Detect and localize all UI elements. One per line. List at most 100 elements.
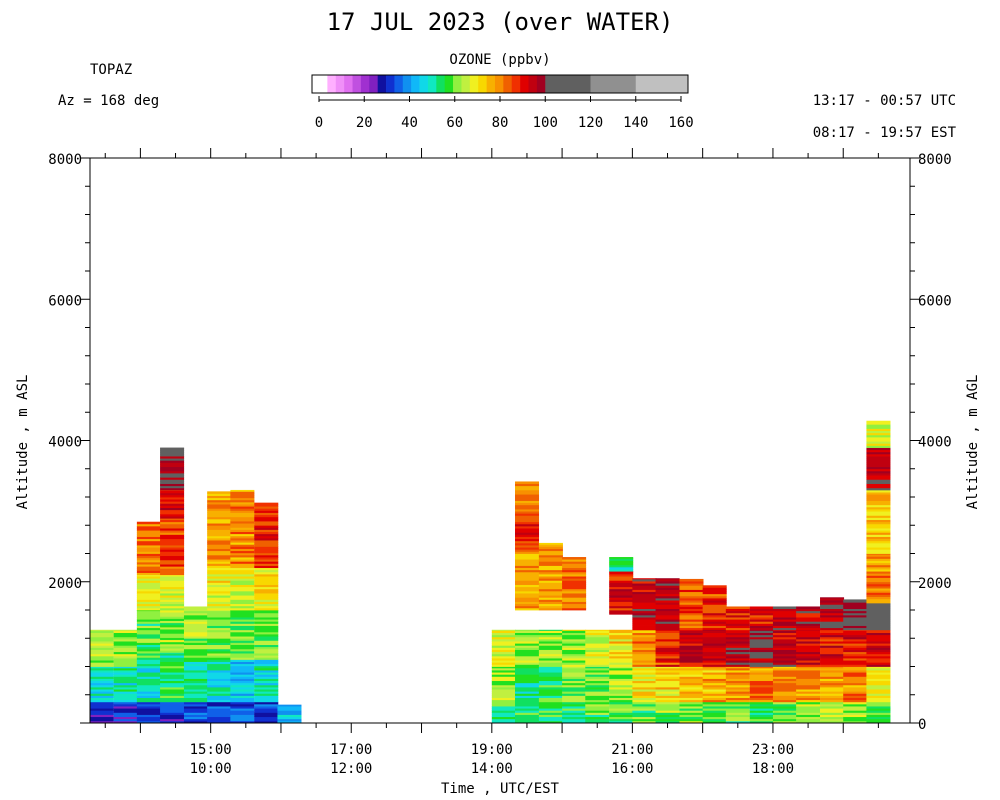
heatmap-cell <box>655 682 680 686</box>
heatmap-cell <box>89 678 114 682</box>
heatmap-cell <box>655 714 680 718</box>
heatmap-cell <box>254 529 279 533</box>
heatmap-cell <box>866 500 891 504</box>
heatmap-cell <box>866 426 891 429</box>
heatmap-cell <box>796 676 821 679</box>
heatmap-cell <box>866 540 891 544</box>
heatmap-cell <box>160 648 185 651</box>
heatmap-cell <box>277 712 302 715</box>
heatmap-cell <box>679 664 704 667</box>
heatmap-cell <box>113 693 138 696</box>
heatmap-cell <box>254 697 279 701</box>
heatmap-cell <box>207 714 232 718</box>
heatmap-cell <box>538 699 563 703</box>
heatmap-cell <box>820 716 845 720</box>
heatmap-cell <box>207 617 232 620</box>
heatmap-cell <box>183 708 208 711</box>
heatmap-cell <box>749 612 774 616</box>
heatmap-cell <box>702 706 727 709</box>
heatmap-cell <box>183 720 208 724</box>
heatmap-cell <box>254 510 279 513</box>
heatmap-cell <box>515 523 540 527</box>
heatmap-cell <box>136 590 161 594</box>
heatmap-cell <box>632 701 657 705</box>
heatmap-cell <box>796 686 821 690</box>
heatmap-cell <box>796 660 821 663</box>
heatmap-cell <box>632 653 657 657</box>
heatmap-cell <box>207 640 232 643</box>
heatmap-cell <box>254 502 279 505</box>
heatmap-cell <box>820 629 845 631</box>
heatmap-cell <box>136 580 161 583</box>
heatmap-cell <box>230 642 255 646</box>
heatmap-cell <box>796 716 821 720</box>
heatmap-cell <box>515 557 540 560</box>
time-range-utc: 13:17 - 00:57 UTC <box>812 93 956 109</box>
heatmap-cell <box>655 691 680 694</box>
heatmap-cell <box>515 701 540 705</box>
heatmap-cell <box>725 674 750 677</box>
heatmap-cell <box>515 629 540 631</box>
heatmap-cell <box>679 619 704 622</box>
heatmap-cell <box>160 568 185 571</box>
heatmap-cell <box>632 686 657 690</box>
heatmap-cell <box>207 580 232 583</box>
heatmap-cell <box>113 695 138 698</box>
heatmap-cell <box>820 602 845 605</box>
heatmap-cell <box>160 458 185 461</box>
heatmap-cell <box>843 691 868 694</box>
heatmap-cell <box>632 634 657 638</box>
heatmap-cell <box>230 535 255 539</box>
heatmap-cell <box>207 667 232 671</box>
heatmap-cell <box>207 605 232 609</box>
heatmap-cell <box>655 625 680 629</box>
heatmap-cell <box>207 548 232 552</box>
heatmap-cell <box>820 645 845 648</box>
heatmap-cell <box>562 697 587 701</box>
heatmap-cell <box>609 595 634 598</box>
heatmap-cell <box>866 720 891 724</box>
heatmap-cell <box>679 634 704 638</box>
heatmap-cell <box>136 653 161 656</box>
heatmap-cell <box>725 623 750 626</box>
heatmap-cell <box>207 629 232 633</box>
heatmap-cell <box>866 693 891 696</box>
heatmap-cell <box>679 585 704 588</box>
heatmap-cell <box>702 585 727 588</box>
heatmap-cell <box>136 684 161 688</box>
heatmap-cell <box>254 537 279 541</box>
heatmap-cell <box>772 691 797 694</box>
heatmap-cell <box>562 655 587 659</box>
heatmap-cell <box>230 561 255 564</box>
heatmap-cell <box>820 658 845 661</box>
heatmap-cell <box>538 641 563 644</box>
heatmap-cell <box>254 617 279 620</box>
heatmap-cell <box>230 674 255 677</box>
heatmap-cell <box>183 644 208 648</box>
heatmap-cell <box>183 606 208 609</box>
heatmap-cell <box>796 706 821 709</box>
heatmap-cell <box>632 630 657 633</box>
heatmap-cell <box>113 706 138 709</box>
heatmap-cell <box>136 534 161 537</box>
heatmap-cell <box>136 701 161 705</box>
heatmap-cell <box>160 639 185 643</box>
heatmap-cell <box>632 604 657 607</box>
colorbar-cell <box>635 75 689 93</box>
heatmap-cell <box>160 477 185 480</box>
heatmap-cell <box>230 565 255 569</box>
heatmap-cell <box>230 559 255 562</box>
heatmap-cell <box>254 603 279 607</box>
heatmap-cell <box>843 676 868 679</box>
heatmap-cell <box>254 571 279 575</box>
heatmap-cell <box>632 706 657 709</box>
heatmap-cell <box>230 537 255 541</box>
heatmap-cell <box>772 643 797 646</box>
colorbar-frame <box>311 74 689 94</box>
heatmap-cell <box>160 714 185 718</box>
heatmap-cell <box>113 653 138 657</box>
heatmap-cell <box>113 651 138 655</box>
heatmap-cell <box>820 660 845 663</box>
heatmap-cell <box>866 630 891 633</box>
heatmap-cell <box>136 568 161 571</box>
